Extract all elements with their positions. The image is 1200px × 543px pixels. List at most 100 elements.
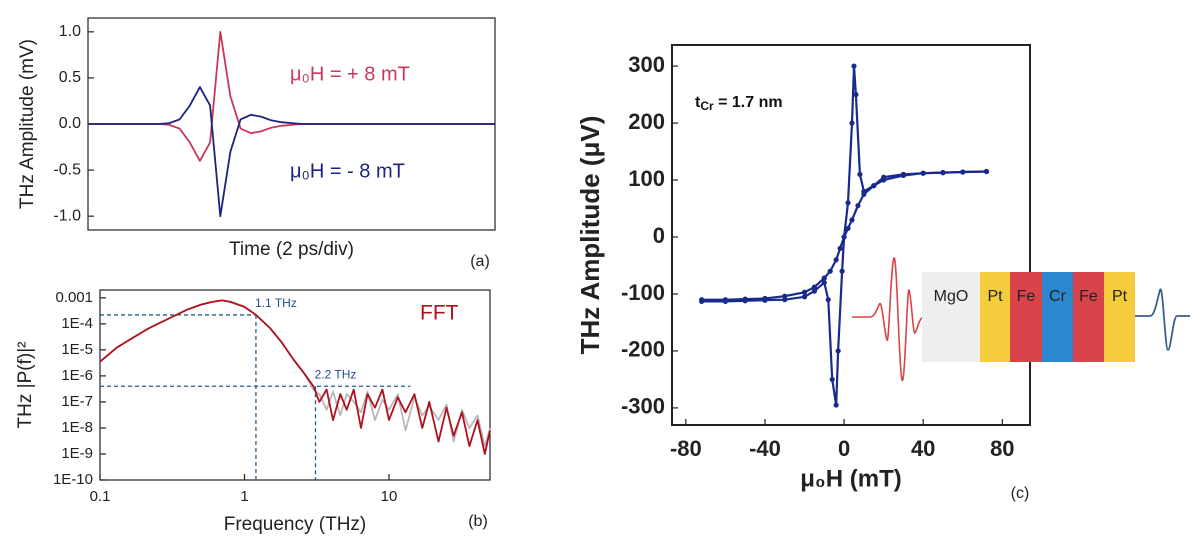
y-axis-label: THz Amplitude (μV) [575, 116, 605, 355]
data-point [833, 257, 839, 263]
panel-label: (a) [470, 253, 490, 270]
series-line [88, 86, 495, 218]
annotation-main: t [695, 94, 701, 111]
y-tick-label: 1.0 [59, 23, 81, 40]
data-point [851, 63, 857, 69]
panel-label: (c) [1011, 485, 1030, 502]
layer-label: MgO [934, 288, 969, 305]
x-axis-label: Time (2 ps/div) [229, 239, 354, 260]
layer-label: Pt [987, 288, 1003, 305]
x-tick-label: 0 [838, 436, 850, 461]
x-tick-label: 40 [911, 436, 935, 461]
x-tick-label: 10 [381, 488, 398, 505]
y-tick-label: 1E-10 [53, 471, 93, 488]
y-tick-label: 0.001 [55, 289, 93, 306]
annotation: tCr = 1.7 nm [695, 94, 783, 113]
data-point [699, 298, 705, 304]
data-point [861, 191, 867, 197]
data-point [845, 225, 851, 232]
y-tick-label: 200 [628, 109, 665, 134]
data-point [801, 289, 808, 295]
layer [922, 272, 980, 362]
data-point [829, 376, 835, 383]
layer [1042, 272, 1073, 362]
reference-label: 1.1 THz [255, 296, 297, 310]
data-point [821, 279, 827, 286]
x-tick-label: 1 [240, 488, 248, 505]
data-point [837, 245, 843, 251]
data-point [811, 284, 818, 290]
data-point [849, 217, 855, 223]
data-point [811, 288, 818, 294]
y-tick-label: 300 [628, 52, 665, 77]
x-tick-label: -40 [749, 436, 781, 461]
data-point [825, 297, 831, 303]
series-line [88, 30, 495, 162]
y-tick-label: 1E-9 [61, 445, 93, 462]
data-point [841, 234, 847, 240]
data-point [835, 348, 841, 354]
layer [980, 272, 1010, 362]
x-axis-label: μ₀H (mT) [800, 465, 901, 492]
layer [1073, 272, 1104, 362]
y-tick-label: -100 [621, 280, 665, 305]
data-point [827, 268, 833, 274]
y-tick-label: 0.0 [59, 115, 81, 132]
plot-frame [671, 44, 1031, 426]
x-tick-label: -80 [670, 436, 702, 461]
output-pulse-icon [1135, 289, 1190, 351]
series-label: μ₀H = - 8 mT [290, 160, 405, 182]
data-point [833, 402, 839, 408]
data-point [857, 171, 863, 177]
data-point [722, 298, 729, 304]
reference-label: 2.2 THz [315, 367, 357, 381]
y-tick-label: 1E-7 [61, 393, 93, 410]
x-tick-label: 80 [990, 436, 1014, 461]
panel-label: (b) [468, 513, 488, 530]
data-point [801, 294, 808, 300]
data-point [920, 170, 926, 176]
data-point [855, 203, 861, 209]
data-point [849, 120, 855, 126]
data-point [742, 298, 748, 304]
data-point [871, 183, 877, 189]
y-tick-label: -1.0 [53, 207, 81, 224]
y-tick-label: 1E-5 [61, 341, 93, 358]
input-pulse-icon [852, 257, 925, 381]
series-line [99, 299, 491, 455]
y-tick-label: 1E-8 [61, 419, 93, 436]
series-label: FFT [420, 302, 459, 325]
y-tick-label: 0 [653, 223, 665, 248]
layer [1010, 272, 1042, 362]
y-tick-label: 0.5 [59, 69, 81, 86]
layer-label: Fe [1079, 288, 1098, 305]
data-point [762, 297, 768, 303]
series-label: μ₀H = + 8 mT [290, 63, 410, 85]
y-tick-label: 100 [628, 166, 665, 191]
data-point [782, 297, 788, 303]
data-point [839, 268, 845, 274]
x-tick-label: 0.1 [90, 488, 111, 505]
y-tick-label: -300 [621, 394, 665, 419]
annotation-subscript: Cr [700, 99, 714, 113]
data-point [881, 177, 887, 183]
data-point [821, 275, 827, 281]
data-point [983, 168, 990, 175]
y-axis-label: THz |P(f)|² [15, 342, 36, 429]
y-tick-label: 1E-4 [61, 315, 93, 332]
layer [1104, 272, 1135, 362]
layer-label: Cr [1049, 288, 1067, 305]
layer-label: Pt [1112, 288, 1128, 305]
annotation-rest: = 1.7 nm [714, 94, 783, 111]
y-axis-label: THz Amplitude (mV) [17, 39, 38, 209]
data-point [940, 170, 946, 176]
layer-label: Fe [1017, 288, 1036, 305]
y-tick-label: -200 [621, 337, 665, 362]
data-point [900, 172, 907, 179]
data-point [845, 200, 851, 206]
data-point [960, 169, 966, 175]
plot-frame [99, 289, 491, 481]
y-tick-label: 1E-6 [61, 367, 93, 384]
